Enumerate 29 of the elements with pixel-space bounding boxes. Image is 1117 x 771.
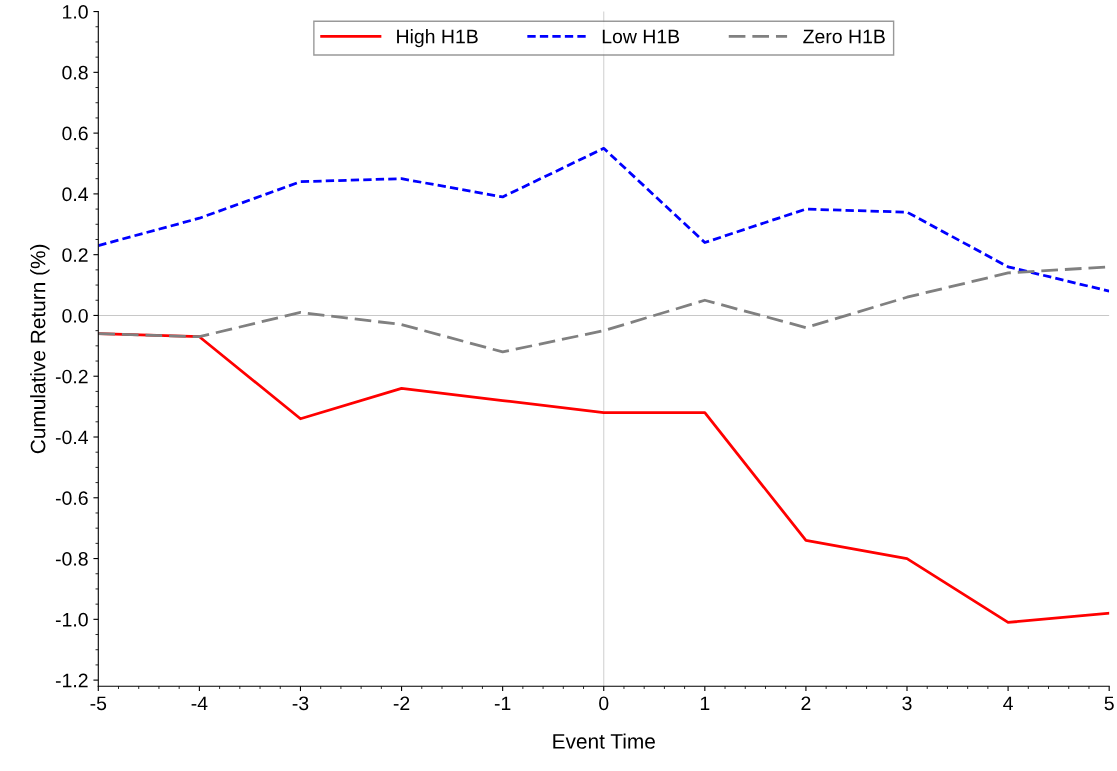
y-tick-label: 0.0	[62, 308, 88, 323]
line-series	[98, 146, 1110, 293]
x-tick-label: 4	[1003, 696, 1013, 710]
y-axis-title: Cumulative Return (%)	[30, 244, 50, 454]
x-tick-label: -3	[292, 696, 309, 711]
x-tick-label: 3	[902, 696, 912, 711]
x-tick-label: -5	[90, 696, 107, 711]
x-tick-label: -2	[393, 696, 410, 710]
x-tick-label: 1	[700, 696, 710, 710]
legend-label: Low H1B	[602, 29, 680, 44]
y-tick-label: 0.2	[62, 248, 88, 262]
y-tick-label: 1.0	[63, 5, 88, 19]
y-tick-label: -0.2	[55, 369, 88, 384]
y-tick-label: -1.0	[55, 612, 88, 627]
x-tick-label: -1	[494, 696, 511, 710]
y-tick-label: -0.8	[55, 552, 88, 566]
x-axis-title: Event Time	[553, 733, 655, 749]
y-tick-label: 0.8	[62, 65, 88, 80]
y-tick-label: 0.4	[62, 187, 89, 202]
y-tick-label: -1.2	[55, 673, 88, 688]
x-tick-label: 2	[801, 696, 811, 710]
y-tick-label: 0.6	[62, 126, 88, 141]
x-tick-label: 5	[1104, 696, 1114, 711]
x-tick-label: 0	[599, 696, 609, 711]
x-tick-label: -4	[191, 696, 208, 710]
legend-label: Zero H1B	[803, 29, 885, 44]
y-tick-label: -0.6	[55, 491, 88, 506]
legend-label: High H1B	[397, 29, 478, 48]
y-tick-label: -0.4	[55, 430, 89, 445]
